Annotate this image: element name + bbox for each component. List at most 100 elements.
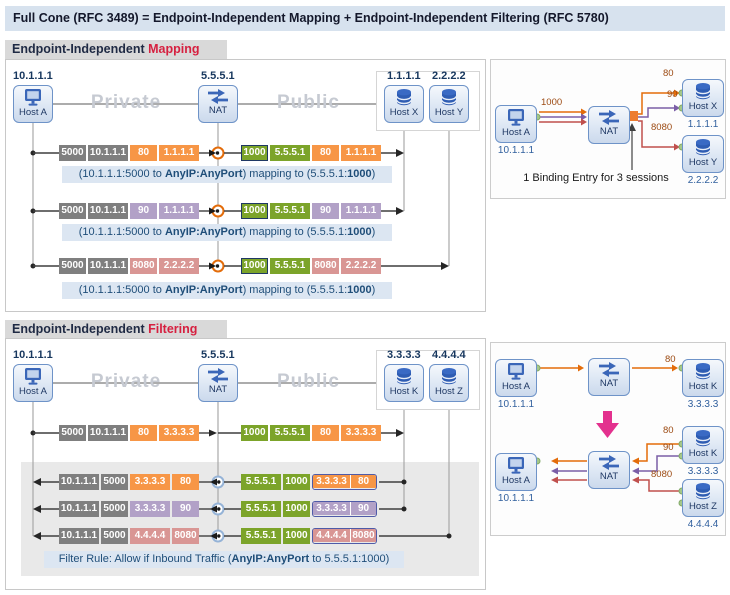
packet-row-out-1-right: 1000 5.5.5.1 80 1.1.1.1 (241, 145, 381, 161)
allowed-source-pair: 4.4.4.4 8080 (312, 528, 377, 544)
host-y-label: Host Y (434, 107, 464, 118)
mapping-header-accent: Mapping (148, 42, 200, 56)
dst-port: 8080 (130, 258, 157, 274)
src-port: 8080 (350, 529, 376, 542)
database-icon (695, 139, 711, 156)
host-k-box: Host K (384, 364, 424, 402)
panel-bottom-host-k-box: Host K (682, 426, 724, 464)
filter-rule-caption: Filter Rule: Allow if Inbound Traffic (A… (44, 551, 404, 568)
panel-host-a-ip: 10.1.1.1 (497, 145, 535, 156)
panel-host-x-box: Host X (682, 79, 724, 117)
port-80-label: 80 (663, 68, 674, 79)
filtering-header-accent: Filtering (148, 322, 198, 336)
panel-host-y-box: Host Y (682, 135, 724, 173)
panel-bottom-host-z-label: Host Z (689, 501, 717, 512)
page-title: Full Cone (RFC 3489) = Endpoint-Independ… (5, 6, 725, 31)
src-ip: 10.1.1.1 (88, 258, 128, 274)
port-8080-label: 8080 (651, 469, 673, 480)
dst-port: 80 (312, 145, 339, 161)
inbound-from-hosts (632, 443, 682, 492)
packet-row-in-1-left: 10.1.1.1 5000 3.3.3.3 80 (59, 474, 199, 490)
dst-ip: 1.1.1.1 (341, 203, 381, 219)
src-port: 5000 (59, 258, 86, 274)
caption-text: Filter Rule: Allow if Inbound Traffic ( (58, 553, 232, 565)
caption-bold: AnyIP:AnyPort (231, 553, 310, 565)
database-icon (441, 89, 457, 106)
nat-ip: 5.5.5.1 (241, 474, 281, 490)
computer-icon (25, 89, 41, 106)
nat-port: 1000 (283, 501, 310, 517)
host-a-box: Host A (13, 85, 53, 123)
packet-row-in-3-right: 5.5.5.1 1000 4.4.4.4 8080 (241, 528, 377, 544)
panel-host-x-label: Host X (688, 101, 718, 112)
panel-top-host-k-label: Host K (688, 381, 718, 392)
packet-row-out-1-left: 5000 10.1.1.1 80 1.1.1.1 (59, 145, 199, 161)
arrowhead (209, 429, 217, 437)
panel-host-x-ip: 1.1.1.1 (687, 119, 719, 130)
src-port: 5000 (59, 145, 86, 161)
nat-ip: 5.5.5.1 (241, 528, 281, 544)
dst-ip: 1.1.1.1 (341, 145, 381, 161)
nat-label: NAT (208, 105, 228, 116)
panel-top-nat-label: NAT (599, 378, 619, 389)
mapping-summary-panel: Host A 10.1.1.1 NAT Host X 1.1.1.1 Host … (490, 59, 726, 199)
panel-host-y-ip: 2.2.2.2 (687, 175, 719, 186)
host-z-ip: 4.4.4.4 (432, 349, 466, 361)
nat-swap-icon (599, 110, 619, 125)
dst-ip: 2.2.2.2 (341, 258, 381, 274)
host-a-ip: 10.1.1.1 (13, 349, 53, 361)
panel-bottom-host-k-label: Host K (688, 448, 718, 459)
packet-row-in-2-right: 5.5.5.1 1000 3.3.3.3 90 (241, 501, 377, 517)
src-ip: 3.3.3.3 (130, 501, 170, 517)
dst-port: 80 (312, 425, 339, 441)
panel-bottom-host-a-label: Host A (502, 475, 530, 486)
packet-row-out-3-right: 1000 5.5.5.1 8080 2.2.2.2 (241, 258, 381, 274)
src-port: 90 (172, 501, 199, 517)
nat-swap-icon (599, 362, 619, 377)
database-icon (396, 368, 412, 385)
inbound-to-host-a (551, 457, 587, 484)
dst-port: 90 (312, 203, 339, 219)
caption-text: ) (371, 226, 376, 238)
dst-port: 80 (130, 425, 157, 441)
dst-port: 90 (130, 203, 157, 219)
dst-ip: 3.3.3.3 (341, 425, 381, 441)
host-a-label: Host A (19, 107, 47, 118)
caption-bold: 1000 (347, 168, 372, 180)
panel-top-host-a-ip: 10.1.1.1 (497, 399, 535, 410)
binding-ring (211, 204, 225, 218)
packet-row-out-3-left: 5000 10.1.1.1 8080 2.2.2.2 (59, 258, 199, 274)
implies-down-arrow (596, 411, 619, 438)
src-ip: 4.4.4.4 (313, 529, 350, 542)
panel-bottom-nat-box: NAT (588, 451, 630, 489)
src-ip: 10.1.1.1 (88, 203, 128, 219)
nat-swap-icon (208, 89, 228, 104)
host-a-box: Host A (13, 364, 53, 402)
dst-port: 8080 (312, 258, 339, 274)
host-a-ip: 10.1.1.1 (13, 70, 53, 82)
database-icon (695, 483, 711, 500)
src-ip: 3.3.3.3 (130, 474, 170, 490)
binding-ring (211, 146, 225, 160)
caption-bold: AnyIP:AnyPort (164, 284, 243, 296)
nat-port: 1000 (283, 528, 310, 544)
caption-text: (10.1.1.1:5000 to (78, 168, 165, 180)
mapping-rule-caption-2: (10.1.1.1:5000 to AnyIP:AnyPort) mapping… (62, 224, 392, 241)
packet-row-in-2-left: 10.1.1.1 5000 3.3.3.3 90 (59, 501, 199, 517)
packet-row-out-right: 1000 5.5.5.1 80 3.3.3.3 (241, 425, 381, 441)
nat-box: NAT (198, 364, 238, 402)
dst-port: 5000 (101, 474, 128, 490)
caption-text: ) (371, 284, 376, 296)
dst-ip: 1.1.1.1 (159, 203, 199, 219)
panel-top-host-a-box: Host A (495, 359, 537, 397)
host-z-label: Host Z (435, 386, 463, 397)
src-port: 90 (350, 502, 376, 515)
nat-ip: 5.5.5.1 (270, 425, 310, 441)
dst-port: 80 (130, 145, 157, 161)
database-icon (695, 430, 711, 447)
panel-host-y-label: Host Y (688, 157, 718, 168)
dst-port: 5000 (101, 528, 128, 544)
src-port: 5000 (59, 203, 86, 219)
port-80-label: 80 (665, 354, 676, 365)
